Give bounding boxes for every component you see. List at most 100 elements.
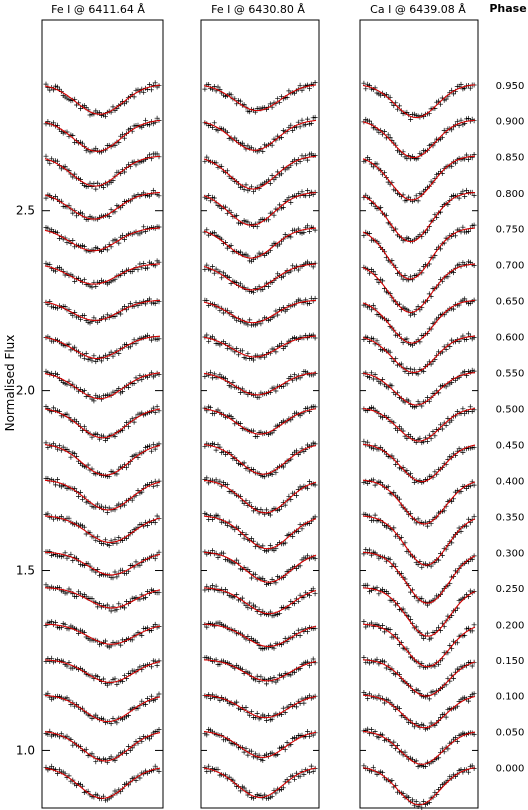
observed-point <box>273 470 279 476</box>
model-profile <box>362 515 476 566</box>
observed-point <box>391 489 397 495</box>
model-profile <box>362 407 476 442</box>
observed-point <box>467 404 473 410</box>
observed-point <box>293 704 299 710</box>
observed-point <box>419 805 425 810</box>
observed-point <box>387 556 393 562</box>
observed-point <box>232 135 238 141</box>
observed-point <box>370 764 376 770</box>
model-profile <box>203 227 317 259</box>
model-profile <box>203 192 317 226</box>
observed-point <box>275 96 281 102</box>
observed-point <box>53 619 58 625</box>
phase-label: 0.950 <box>496 81 525 92</box>
model-profile <box>362 551 476 604</box>
observed-point <box>413 799 419 804</box>
observed-point <box>428 436 434 442</box>
observed-point <box>265 217 271 223</box>
observed-point <box>204 732 210 738</box>
observed-point <box>273 546 279 552</box>
observed-point <box>293 493 299 499</box>
observed-point <box>443 714 449 720</box>
observed-point <box>305 405 311 411</box>
observed-point <box>312 260 318 266</box>
observed-point <box>93 759 99 765</box>
observed-point <box>282 747 288 753</box>
observed-point <box>245 219 251 225</box>
model-profile <box>203 731 317 758</box>
observed-point <box>213 477 219 483</box>
observed-point <box>228 92 234 98</box>
observed-point <box>101 184 106 190</box>
observed-point <box>449 417 455 423</box>
observed-point <box>395 743 400 748</box>
observed-point <box>91 398 97 404</box>
observed-point <box>269 472 275 477</box>
observed-point <box>443 96 449 102</box>
observed-point <box>147 736 152 742</box>
observed-point <box>127 125 133 131</box>
observed-point <box>380 770 386 776</box>
observed-point <box>76 493 81 499</box>
observed-point <box>148 337 154 343</box>
observed-point <box>438 101 443 107</box>
observed-point <box>415 304 421 310</box>
observed-point <box>439 746 445 752</box>
observed-point <box>83 746 89 752</box>
phase-label: 0.250 <box>496 584 525 595</box>
observed-point <box>368 307 374 313</box>
observed-point <box>129 497 135 503</box>
panel-title-fe-6411: Fe I @ 6411.64 Å <box>51 3 145 16</box>
phase-label: 0.400 <box>496 476 525 487</box>
observed-point <box>135 267 141 273</box>
observed-point <box>247 712 253 718</box>
observed-point <box>95 792 101 798</box>
observed-point <box>215 513 221 519</box>
observed-point <box>312 114 318 120</box>
observed-point <box>148 87 154 93</box>
observed-point <box>458 81 464 87</box>
model-profile <box>44 731 161 762</box>
observed-point <box>72 344 78 350</box>
observed-point <box>206 763 212 769</box>
observed-point <box>219 163 225 169</box>
observed-point <box>389 778 395 783</box>
observed-point <box>137 562 143 568</box>
observed-point <box>241 501 247 506</box>
model-profile <box>44 659 161 683</box>
observed-point <box>424 523 430 529</box>
observed-point <box>267 512 273 518</box>
observed-point <box>211 270 217 276</box>
observed-point <box>385 132 391 138</box>
observed-point <box>447 344 453 350</box>
model-profile <box>203 444 317 475</box>
model-profile <box>203 659 317 682</box>
observed-point <box>307 300 312 306</box>
observed-point <box>436 755 442 761</box>
observed-point <box>112 569 118 575</box>
observed-point <box>122 169 127 175</box>
observed-point <box>471 513 477 519</box>
observed-point <box>204 154 210 160</box>
observed-point <box>451 306 456 312</box>
observed-point <box>156 727 162 732</box>
observed-point <box>131 380 137 386</box>
model-profile <box>203 263 316 291</box>
model-profile <box>203 84 317 112</box>
observed-point <box>408 117 414 122</box>
observed-point <box>460 224 466 230</box>
observed-point <box>423 763 428 769</box>
observed-point <box>438 422 443 428</box>
panel-frame-fe-6411 <box>41 19 164 809</box>
observed-point <box>116 240 122 246</box>
observed-point <box>252 571 258 577</box>
observed-point <box>271 212 277 218</box>
observed-point <box>51 120 57 126</box>
observed-point <box>141 224 147 230</box>
observed-point <box>277 506 283 512</box>
observed-point <box>110 104 116 110</box>
y-tick-label: 2.0 <box>16 384 35 398</box>
observed-point <box>243 182 249 188</box>
observed-point <box>143 702 149 707</box>
observed-point <box>400 276 406 282</box>
